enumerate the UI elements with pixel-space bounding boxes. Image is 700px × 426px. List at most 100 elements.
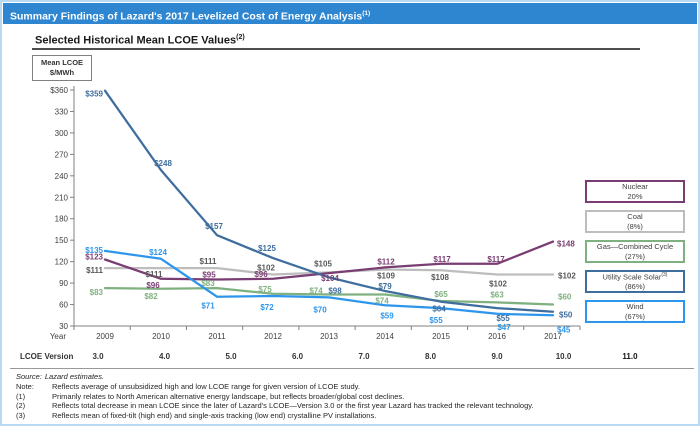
data-label-gas-combined-cycle: $74 (375, 297, 389, 306)
y-axis-unit-line1: Mean LCOE (40, 58, 84, 67)
footnote-row-0: Source: Lazard estimates. (16, 372, 688, 382)
footnote-text: Reflects total decrease in mean LCOE sin… (52, 401, 534, 411)
legend-item-change-pct: (27%) (624, 251, 645, 261)
data-label-nuclear: $112 (377, 257, 395, 266)
data-label-coal: $102 (257, 264, 275, 273)
data-label-utility-scale-solar: $50 (559, 311, 573, 320)
data-label-coal: $105 (314, 259, 332, 268)
y-tick-label: 180 (55, 215, 69, 224)
x-year-label: 2011 (208, 332, 226, 341)
data-label-coal: $111 (146, 270, 163, 279)
chart-legend: Nuclear 20% Coal (8%) Gas—Combined Cycle (27%… (585, 180, 685, 330)
footnote-text: Primarily relates to North American alte… (52, 391, 405, 401)
data-label-coal: $111 (86, 266, 103, 275)
data-label-gas-combined-cycle: $83 (201, 279, 215, 288)
footer-rule (10, 368, 694, 369)
data-label-nuclear: $95 (202, 271, 216, 280)
data-label-gas-combined-cycle: $65 (434, 290, 448, 299)
lcoe-version-value: 10.0 (556, 352, 572, 361)
title-rule (32, 48, 640, 50)
data-label-wind: $72 (260, 303, 274, 312)
x-year-label: 2014 (376, 332, 394, 341)
legend-footnote-marker: (3) (661, 271, 668, 278)
data-label-wind: $135 (85, 246, 103, 255)
data-label-wind: $59 (380, 311, 394, 320)
y-axis-unit-box: Mean LCOE $/MWh (32, 55, 92, 82)
series-line-utility-scale-solar (103, 89, 555, 313)
data-label-coal: $108 (431, 273, 449, 282)
lcoe-version-value: 5.0 (225, 352, 237, 361)
y-tick-label: 60 (59, 301, 68, 310)
lcoe-version-value: 4.0 (159, 352, 171, 361)
footnote-label: (1) (16, 391, 26, 401)
lcoe-version-value: 3.0 (92, 352, 104, 361)
legend-item-name: Coal (627, 212, 643, 222)
footnote-label: (2) (16, 401, 26, 411)
data-label-utility-scale-solar: $64 (432, 305, 446, 314)
data-label-gas-combined-cycle: $83 (90, 288, 104, 297)
y-tick-label: 330 (55, 107, 69, 116)
legend-item-change-pct: (67%) (624, 311, 645, 321)
x-axis-title: Year (50, 332, 67, 341)
data-label-wind: $71 (201, 302, 215, 311)
header-bar: Summary Findings of Lazard's 2017 Leveli… (3, 3, 697, 24)
lcoe-version-row-label: LCOE Version (20, 352, 73, 361)
footnote-row-4: (3) Reflects mean of fixed-tilt (high end… (16, 411, 688, 421)
data-label-nuclear: $117 (487, 255, 505, 264)
data-label-wind: $70 (313, 305, 327, 314)
footnote-row-3: (2) Reflects total decrease in mean LCOE … (16, 401, 688, 411)
header-title: Summary Findings of Lazard's 2017 Leveli… (10, 10, 363, 23)
x-year-label: 2017 (544, 332, 562, 341)
data-label-gas-combined-cycle: $75 (258, 285, 272, 294)
footnote-label: (3) (16, 411, 26, 420)
data-label-utility-scale-solar: $55 (496, 314, 510, 323)
data-label-wind: $45 (557, 325, 571, 334)
data-label-gas-combined-cycle: $60 (558, 293, 572, 302)
legend-item-coal: Coal (8%) (585, 210, 685, 233)
x-year-label: 2012 (264, 332, 282, 341)
lcoe-version-value: 6.0 (292, 352, 304, 361)
legend-item-name: Utility Scale Solar(3) (602, 271, 668, 282)
section-title: Selected Historical Mean LCOE Values(2) (35, 34, 245, 47)
data-label-coal: $102 (489, 280, 507, 289)
series-line-gas-combined-cycle (103, 286, 555, 306)
data-label-utility-scale-solar: $125 (258, 244, 276, 253)
data-label-coal: $111 (200, 257, 217, 266)
data-label-utility-scale-solar: $248 (154, 159, 172, 168)
header-title-footnote-marker: (1) (362, 10, 371, 17)
data-label-nuclear: $148 (557, 240, 575, 249)
legend-item-name: Wind (626, 302, 644, 312)
y-tick-label: 90 (59, 279, 68, 288)
y-tick-label: $360 (50, 86, 68, 95)
x-year-label: 2013 (320, 332, 338, 341)
legend-item-change-pct: (86%) (624, 281, 645, 291)
data-label-coal: $109 (377, 272, 395, 281)
legend-item-change-pct: 20% (627, 191, 643, 201)
footnote-text: Reflects average of unsubsidized high an… (52, 381, 360, 391)
legend-item-nuclear: Nuclear 20% (585, 180, 685, 203)
y-tick-label: 210 (55, 193, 69, 202)
series-line-wind (103, 249, 555, 317)
data-label-gas-combined-cycle: $63 (490, 290, 504, 299)
legend-item-name: Gas—Combined Cycle (596, 242, 674, 252)
y-tick-label: 240 (55, 172, 69, 181)
data-label-gas-combined-cycle: $82 (144, 292, 158, 301)
y-tick-label: 30 (59, 322, 68, 331)
data-label-nuclear: $117 (433, 255, 451, 264)
data-label-utility-scale-solar: $157 (205, 222, 223, 231)
lcoe-version-value: 9.0 (491, 352, 503, 361)
footnote-row-1: Note: Reflects average of unsubsidized hi… (16, 382, 688, 392)
data-label-utility-scale-solar: $79 (378, 282, 392, 291)
footnote-text: Lazard estimates. (44, 372, 105, 381)
x-year-label: 2015 (432, 332, 450, 341)
footnote-label: Source: (16, 372, 42, 381)
data-label-nuclear: $96 (146, 281, 160, 290)
data-label-utility-scale-solar: $98 (328, 286, 342, 295)
lcoe-version-value: 7.0 (358, 352, 370, 361)
legend-item-name: Nuclear (622, 182, 648, 192)
section-title-footnote-marker: (2) (236, 34, 245, 41)
data-label-nuclear: $123 (85, 252, 103, 261)
y-axis-unit-line2: $/MWh (49, 68, 75, 78)
